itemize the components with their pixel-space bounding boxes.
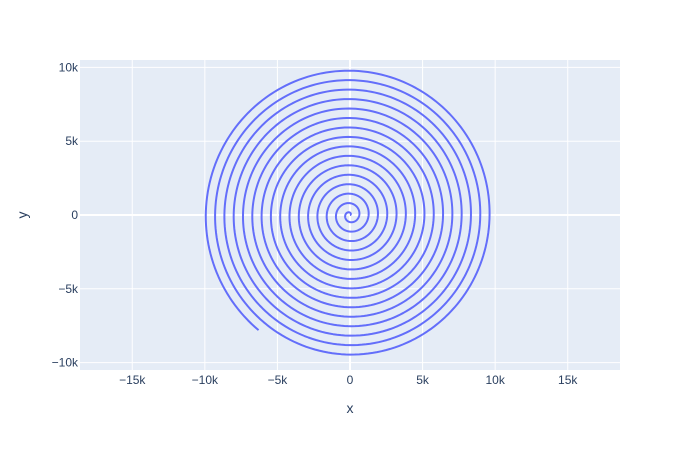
tick-labels: −15k −10k −5k 0 5k 10k 15k −10k −5k 0 5k 10k xyxy=(52,60,579,387)
x-axis-title: x xyxy=(347,400,354,416)
x-tick-label: 0 xyxy=(347,373,354,387)
x-tick-label: 15k xyxy=(558,373,578,387)
data-layer xyxy=(204,69,491,356)
x-tick-label: −10k xyxy=(192,373,219,387)
x-tick-label: 10k xyxy=(485,373,505,387)
y-tick-label: −5k xyxy=(58,282,79,296)
spiral-series-line xyxy=(204,69,491,356)
y-tick-label: 5k xyxy=(65,134,79,148)
grid-lines xyxy=(80,60,620,370)
y-axis-title: y xyxy=(14,212,30,219)
x-tick-label: −15k xyxy=(119,373,146,387)
x-tick-label: −5k xyxy=(268,373,289,387)
y-tick-label: 10k xyxy=(59,60,79,74)
y-tick-label: −10k xyxy=(52,356,79,370)
x-tick-label: 5k xyxy=(416,373,430,387)
y-tick-label: 0 xyxy=(71,208,78,222)
